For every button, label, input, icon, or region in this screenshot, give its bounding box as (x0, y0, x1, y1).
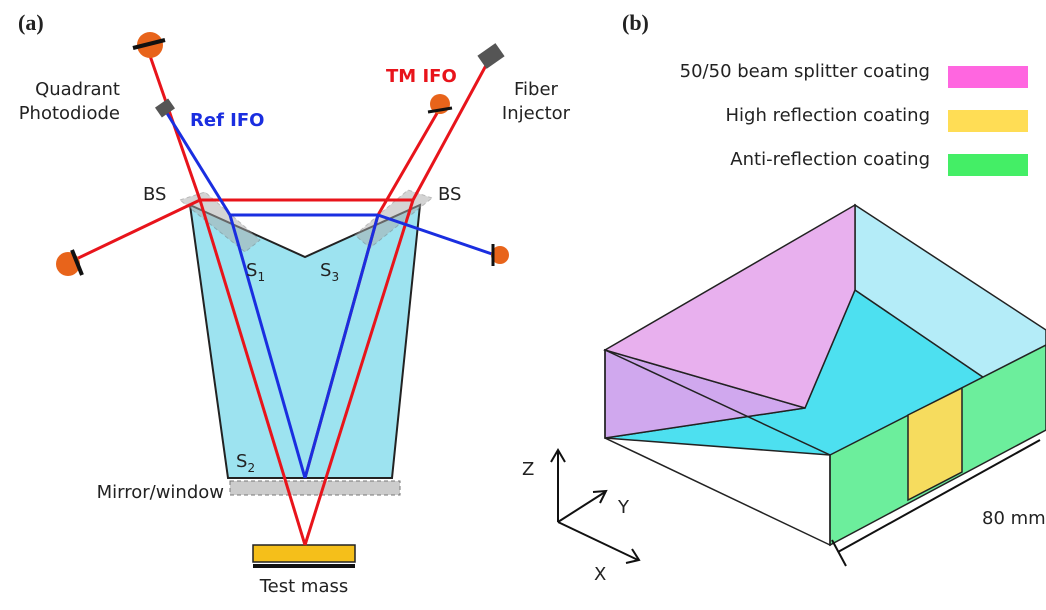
test-mass (253, 545, 355, 562)
axis-label: Z (522, 459, 534, 480)
legend-swatch (948, 154, 1028, 176)
prism (190, 205, 420, 478)
label: BS (143, 184, 166, 205)
panel-label: (b) (622, 10, 649, 35)
label: Mirror/window (97, 482, 224, 503)
mirror-window (230, 481, 400, 495)
legend-swatch (948, 110, 1028, 132)
label: BS (438, 184, 461, 205)
legend-label: High reflection coating (725, 105, 930, 126)
legend-label: Anti-reflection coating (730, 149, 930, 170)
dimension-label: 80 mm (982, 508, 1046, 529)
axis-label: X (594, 564, 606, 585)
axis-label: Y (617, 497, 630, 518)
legend-label: 50/50 beam splitter coating (680, 61, 930, 82)
panel-b: (b) 50/50 beam splitter coating High ref… (522, 10, 1046, 585)
label: Ref IFO (190, 110, 264, 131)
label: TM IFO (386, 66, 457, 87)
panel-label: (a) (18, 10, 44, 35)
prism-3d (605, 205, 1046, 545)
legend-swatch (948, 66, 1028, 88)
figure: (a) QuadrantPhotodiode Ref IFO TM IFO Fi… (0, 0, 1046, 605)
label: Test mass (259, 576, 349, 597)
